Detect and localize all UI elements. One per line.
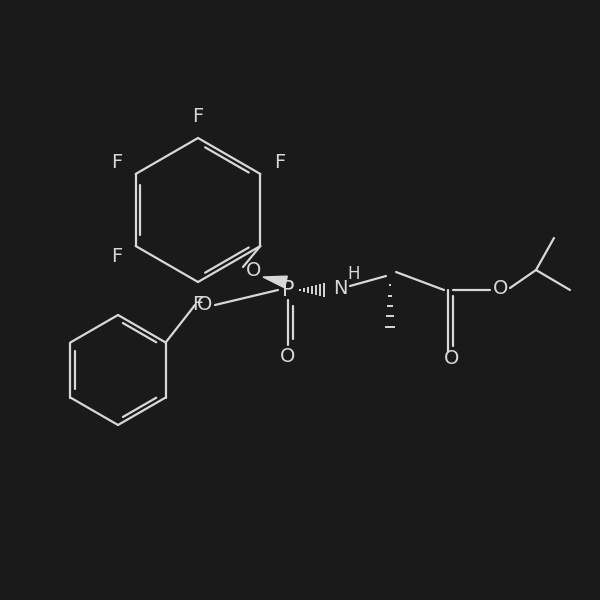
- Polygon shape: [263, 276, 287, 288]
- Text: N: N: [333, 278, 347, 298]
- Text: O: O: [445, 349, 460, 367]
- Text: O: O: [493, 278, 509, 298]
- Text: P: P: [282, 280, 294, 300]
- Text: F: F: [111, 154, 122, 173]
- Text: O: O: [247, 260, 262, 280]
- Text: O: O: [280, 347, 296, 367]
- Text: H: H: [348, 265, 360, 283]
- Text: O: O: [197, 295, 212, 314]
- Text: F: F: [111, 247, 122, 266]
- Text: F: F: [193, 295, 203, 313]
- Text: F: F: [193, 107, 203, 125]
- Text: F: F: [274, 154, 285, 173]
